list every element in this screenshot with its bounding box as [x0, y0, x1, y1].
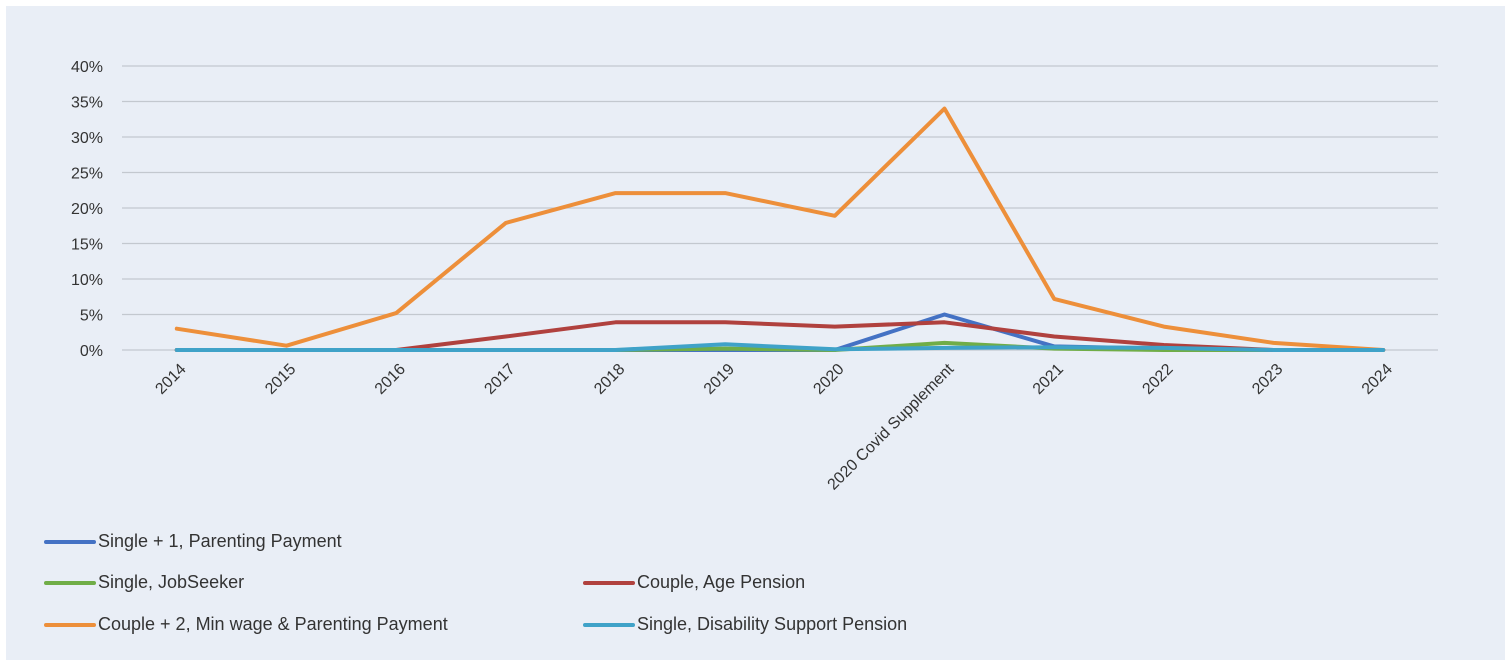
- x-tick-label: 2022: [1139, 361, 1176, 398]
- legend-item-couple-min-wage-parenting-payment: Couple + 2, Min wage & Parenting Payment: [44, 614, 448, 635]
- x-tick-label: 2018: [591, 361, 628, 398]
- x-tick-label: 2024: [1359, 361, 1396, 398]
- x-tick-label: 2023: [1249, 361, 1286, 398]
- x-tick-label: 2020: [810, 361, 847, 398]
- series-line-4: [174, 342, 1386, 352]
- legend-item-single-jobseeker: Single, JobSeeker: [44, 572, 244, 593]
- x-tick-label: 2016: [372, 361, 409, 398]
- legend-label: Couple + 2, Min wage & Parenting Payment: [98, 614, 448, 634]
- y-tick-label: 40%: [71, 59, 103, 76]
- series-line-3: [174, 106, 1386, 352]
- x-tick-label: 2021: [1030, 361, 1067, 398]
- y-tick-label: 0%: [80, 343, 103, 360]
- legend-label: Single, JobSeeker: [98, 572, 245, 592]
- y-tick-label: 5%: [80, 308, 103, 325]
- x-tick-label: 2015: [262, 361, 299, 398]
- y-axis-tick-labels: 0% 5% 10% 15% 20% 25% 30% 35% 40%: [71, 59, 103, 360]
- x-tick-label: 2017: [481, 361, 518, 398]
- legend-swatch: [583, 622, 635, 627]
- gridlines: [122, 65, 1438, 351]
- y-tick-label: 10%: [71, 272, 103, 289]
- x-tick-label: 2019: [701, 361, 738, 398]
- y-tick-label: 15%: [71, 237, 103, 254]
- legend-swatch: [44, 580, 96, 585]
- y-tick-label: 20%: [71, 201, 103, 218]
- legend-item-single-disability-support-pension: Single, Disability Support Pension: [583, 614, 907, 635]
- legend-swatch: [583, 580, 635, 585]
- legend-label: Couple, Age Pension: [637, 572, 806, 592]
- y-tick-label: 35%: [71, 95, 103, 112]
- legend-label: Single + 1, Parenting Payment: [98, 531, 342, 551]
- legend-label: Single, Disability Support Pension: [637, 614, 908, 634]
- chart-panel: [6, 6, 1505, 660]
- legend-item-single-parenting-payment: Single + 1, Parenting Payment: [44, 531, 342, 552]
- series-lines: [174, 106, 1386, 352]
- y-tick-label: 30%: [71, 130, 103, 147]
- legend-swatch: [44, 539, 96, 544]
- legend-swatch: [44, 622, 96, 627]
- y-tick-label: 25%: [71, 166, 103, 183]
- x-tick-label: 2014: [152, 361, 189, 398]
- legend-item-couple-age-pension: Couple, Age Pension: [583, 572, 805, 593]
- x-tick-label: 2020 Covid Supplement: [825, 360, 958, 493]
